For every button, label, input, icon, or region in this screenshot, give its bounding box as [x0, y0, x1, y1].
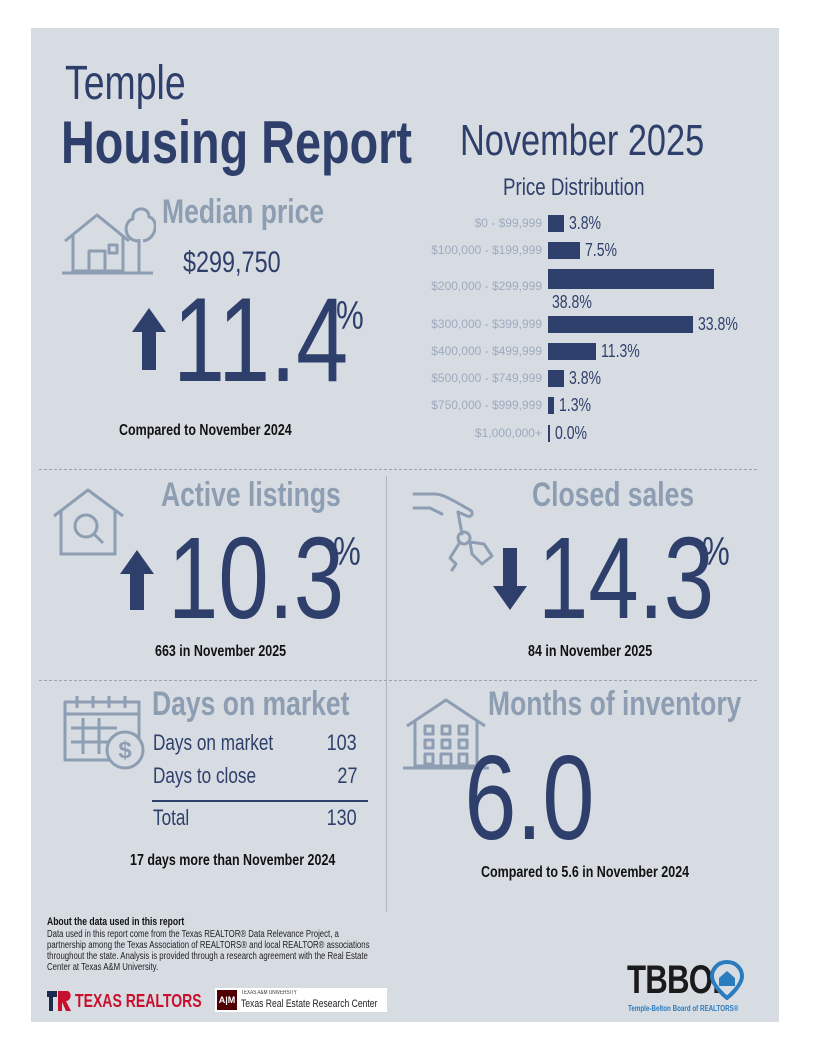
- divider: [39, 680, 757, 681]
- apartment-building-icon: [403, 698, 489, 770]
- active-listings-percent-sign: %: [333, 530, 361, 574]
- about-text: Data used in this report come from the T…: [47, 929, 370, 973]
- dom-row-label: Days on market: [153, 730, 274, 755]
- svg-text:$: $: [118, 737, 132, 764]
- months-inventory-note: Compared to 5.6 in November 2024: [481, 864, 690, 881]
- price-distribution-value: 3.8%: [569, 213, 602, 233]
- price-distribution-row: $500,000 - $749,999 3.8%: [408, 367, 748, 391]
- tamu-center-logo: A|M TEXAS A&M UNIVERSITY Texas Real Esta…: [215, 988, 387, 1012]
- median-price-change: 11.4: [173, 273, 349, 407]
- closed-sales-label: Closed sales: [532, 476, 695, 514]
- months-inventory-label: Months of inventory: [488, 685, 742, 723]
- price-distribution-row: $100,000 - $199,999 7.5%: [408, 239, 748, 263]
- price-range-label: $0 - $99,999: [474, 216, 542, 230]
- dom-row-value: 103: [326, 730, 357, 755]
- house-search-icon: [53, 488, 124, 556]
- price-range-label: $100,000 - $199,999: [431, 243, 542, 257]
- price-range-label: $400,000 - $499,999: [431, 344, 542, 358]
- price-distribution-value: 0.0%: [554, 423, 587, 443]
- about-title: About the data used in this report: [47, 916, 185, 928]
- price-distribution-row: $300,000 - $399,999 33.8%: [408, 313, 748, 337]
- tamu-mark: A|M: [217, 990, 237, 1010]
- days-on-market-note: 17 days more than November 2024: [130, 852, 336, 869]
- price-distribution-value: 7.5%: [585, 240, 618, 260]
- median-price-value: $299,750: [183, 246, 281, 279]
- price-distribution-chart: $0 - $99,999 3.8% $100,000 - $199,999 7.5% $…: [408, 210, 768, 450]
- price-distribution-bar: [548, 242, 581, 259]
- arrow-down-icon: [493, 548, 527, 610]
- dtc-row-value: 27: [336, 763, 357, 788]
- divider: [39, 469, 757, 470]
- price-distribution-row: $750,000 - $999,999 1.3%: [408, 394, 748, 418]
- report-title: Housing Report: [61, 109, 412, 176]
- arrow-up-icon: [120, 550, 154, 610]
- median-price-percent-sign: %: [336, 294, 364, 338]
- active-listings-label: Active listings: [161, 476, 341, 514]
- price-distribution-title: Price Distribution: [503, 174, 645, 201]
- price-distribution-row: $1,000,000+ 0.0%: [408, 422, 748, 446]
- median-price-comparison: Compared to November 2024: [119, 422, 292, 439]
- total-label: Total: [153, 805, 190, 830]
- closed-sales-change: 14.3: [538, 513, 715, 643]
- closed-sales-percent-sign: %: [702, 530, 730, 574]
- price-distribution-row: $200,000 - $299,999 38.8%: [408, 266, 748, 312]
- price-distribution-row: $0 - $99,999 3.8%: [408, 212, 748, 236]
- total-rule: [152, 800, 368, 802]
- dtc-row-label: Days to close: [153, 763, 257, 788]
- price-range-label: $1,000,000+: [474, 426, 542, 440]
- median-price-label: Median price: [162, 193, 325, 231]
- price-distribution-bar: [548, 397, 554, 414]
- tamu-center-name: Texas Real Estate Research Center: [241, 998, 378, 1010]
- price-distribution-value: 11.3%: [601, 341, 641, 361]
- location-pin-home-icon: [710, 960, 744, 1000]
- calendar-dollar-icon: $: [63, 696, 145, 770]
- active-listings-note: 663 in November 2025: [155, 643, 287, 660]
- price-distribution-bar: [548, 316, 693, 333]
- months-inventory-value: 6.0: [463, 731, 595, 865]
- price-distribution-value: 33.8%: [697, 314, 738, 334]
- price-distribution-row: $400,000 - $499,999 11.3%: [408, 340, 748, 364]
- price-range-label: $200,000 - $299,999: [431, 279, 542, 293]
- tbbor-name: Temple-Belton Board of REALTORS®: [628, 1004, 739, 1013]
- price-distribution-bar: [548, 425, 550, 442]
- price-distribution-bar: [548, 269, 715, 289]
- price-distribution-bar: [548, 370, 565, 387]
- price-distribution-value: 1.3%: [558, 395, 591, 415]
- total-value: 130: [326, 805, 357, 830]
- hand-keys-icon: [412, 492, 494, 572]
- price-range-label: $500,000 - $749,999: [431, 371, 542, 385]
- days-on-market-label: Days on market: [152, 685, 350, 723]
- price-distribution-bar: [548, 343, 597, 360]
- texas-realtors-mark: [47, 991, 71, 1011]
- house-tree-icon: [62, 207, 156, 275]
- report-period: November 2025: [460, 116, 705, 165]
- price-distribution-bar: [548, 215, 565, 232]
- report-panel: Temple Housing Report November 2025 Medi…: [31, 28, 779, 1022]
- price-range-label: $300,000 - $399,999: [431, 317, 542, 331]
- price-distribution-value: 38.8%: [552, 292, 592, 312]
- city-name: Temple: [65, 57, 186, 110]
- texas-realtors-logo: TEXAS REALTORS: [47, 990, 237, 1012]
- price-distribution-value: 3.8%: [569, 368, 602, 388]
- active-listings-change: 10.3: [168, 513, 345, 643]
- divider-vertical: [386, 476, 387, 912]
- closed-sales-note: 84 in November 2025: [528, 643, 653, 660]
- price-range-label: $750,000 - $999,999: [431, 398, 542, 412]
- arrow-up-icon: [132, 308, 166, 370]
- tamu-small: TEXAS A&M UNIVERSITY: [241, 990, 297, 996]
